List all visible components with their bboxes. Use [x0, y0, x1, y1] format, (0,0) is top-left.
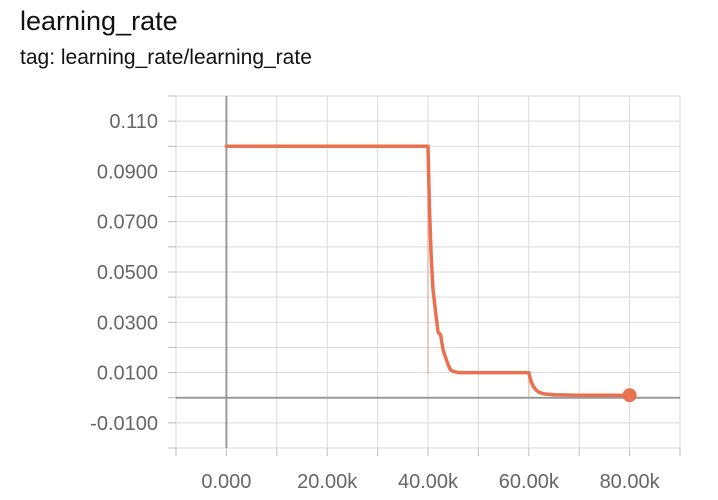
- y-tick-label: 0.0500: [97, 262, 158, 284]
- y-tick-label: 0.0700: [97, 212, 158, 234]
- y-tick-label: 0.110: [109, 111, 158, 133]
- series-endpoint-marker: [622, 388, 637, 403]
- y-tick-label: 0.0900: [97, 161, 158, 183]
- x-tick-label: 0.000: [201, 471, 251, 493]
- x-tick-label: 60.00k: [499, 471, 560, 493]
- series-line: [224, 144, 632, 397]
- chart-title: learning_rate: [20, 6, 178, 36]
- y-tick-label: 0.0100: [97, 363, 158, 385]
- x-tick-label: 80.00k: [600, 471, 661, 493]
- x-tick-label: 20.00k: [297, 471, 358, 493]
- chart-tag: tag: learning_rate/learning_rate: [20, 46, 312, 69]
- y-tick-label: -0.0100: [90, 413, 158, 435]
- y-tick-label: 0.0300: [97, 312, 158, 334]
- x-tick-label: 40.00k: [398, 471, 459, 493]
